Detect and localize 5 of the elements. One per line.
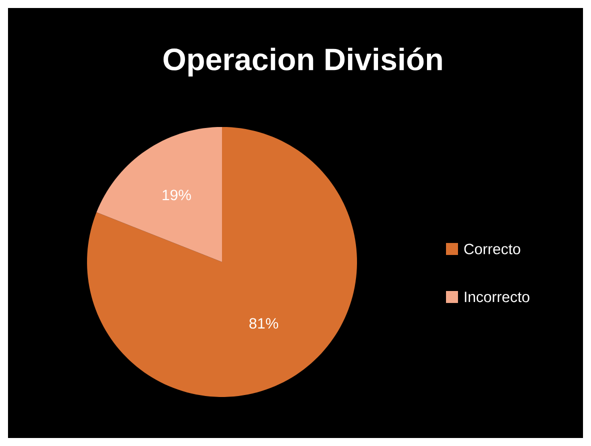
chart-title: Operacion División bbox=[164, 47, 442, 77]
data-label: 81% bbox=[249, 318, 278, 329]
legend-label: Incorrecto bbox=[464, 292, 530, 302]
data-label: 19% bbox=[162, 190, 191, 200]
legend-label: Correcto bbox=[464, 244, 520, 254]
